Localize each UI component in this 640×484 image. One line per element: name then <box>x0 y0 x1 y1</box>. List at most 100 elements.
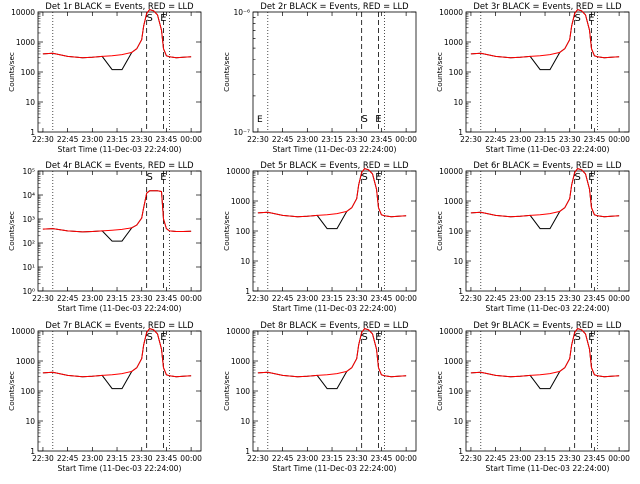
plot-frame <box>252 170 417 292</box>
y-tick-label: 10000 <box>439 167 463 176</box>
x-axis-label: Start Time (11-Dec-03 22:24:00) <box>58 145 182 154</box>
y-axis-label: Counts/sec <box>7 211 16 251</box>
lld-series-line <box>257 328 407 378</box>
x-tick-label: 22:30 <box>32 454 54 463</box>
x-tick-label: 23:45 <box>156 294 178 303</box>
marker-label: S <box>361 172 367 183</box>
marker-label: E <box>160 172 166 183</box>
y-tick-label: 10⁻⁷ <box>233 128 250 137</box>
events-series-line <box>470 9 620 71</box>
y-tick-label: 1 <box>458 447 463 456</box>
x-tick-label: 00:00 <box>180 454 202 463</box>
events-series-line <box>42 328 192 390</box>
panel-7: Det 7r BLACK = Events, RED = LLD 22:30 22:… <box>7 320 202 473</box>
x-tick-label: 23:00 <box>297 294 319 303</box>
y-tick-label: 1000 <box>231 357 250 366</box>
y-tick-label: 10000 <box>226 327 250 336</box>
lld-series-line <box>42 328 192 378</box>
marker-label: S <box>146 13 152 24</box>
x-tick-label: 23:45 <box>156 454 178 463</box>
x-tick-label: 22:30 <box>460 294 482 303</box>
y-tick-label: 10000 <box>11 327 35 336</box>
x-tick-label: 23:30 <box>559 294 581 303</box>
x-tick-label: 23:45 <box>371 135 393 144</box>
x-tick-label: 22:45 <box>272 294 294 303</box>
panel-4: Det 4r BLACK = Events, RED = LLD 22:30 22:… <box>7 160 202 313</box>
y-axis-label: Counts/sec <box>222 52 231 92</box>
marker-label: E <box>160 332 166 343</box>
y-tick-label: 100 <box>236 227 251 236</box>
x-tick-label: 23:45 <box>584 454 606 463</box>
lld-series-line <box>42 190 192 233</box>
x-tick-label: 23:15 <box>106 135 128 144</box>
plot-frame <box>252 11 417 133</box>
y-tick-label: 10¹ <box>22 263 35 272</box>
x-tick-label: 23:30 <box>346 454 368 463</box>
marker-label: E <box>375 172 381 183</box>
panel-title: Det 2r BLACK = Events, RED = LLD <box>260 1 408 11</box>
marker-label: S <box>574 172 580 183</box>
lld-series-line <box>42 9 192 59</box>
y-tick-label: 10000 <box>226 167 250 176</box>
y-tick-label: 100 <box>236 387 251 396</box>
panel-title: Det 3r BLACK = Events, RED = LLD <box>473 1 621 11</box>
panel-6: Det 6r BLACK = Events, RED = LLD 22:30 22:… <box>435 160 630 313</box>
events-series-line <box>257 168 407 230</box>
x-tick-label: 22:45 <box>485 294 507 303</box>
plot-frame <box>465 11 630 133</box>
panel-5: Det 5r BLACK = Events, RED = LLD 22:30 22:… <box>222 160 417 313</box>
marker-label: E <box>257 115 263 125</box>
y-tick-label: 1000 <box>444 197 463 206</box>
y-tick-label: 10³ <box>22 215 35 224</box>
x-tick-label: 23:00 <box>297 135 319 144</box>
y-tick-label: 10 <box>240 417 250 426</box>
x-tick-label: 23:00 <box>82 294 104 303</box>
x-tick-label: 23:45 <box>371 454 393 463</box>
events-series-line <box>470 328 620 390</box>
y-tick-label: 10⁵ <box>22 167 35 176</box>
marker-label: E <box>160 13 166 24</box>
x-tick-label: 23:15 <box>534 454 556 463</box>
x-tick-label: 22:45 <box>485 135 507 144</box>
x-axis-label: Start Time (11-Dec-03 22:24:00) <box>486 145 610 154</box>
plot-frame <box>252 330 417 452</box>
panel-title: Det 8r BLACK = Events, RED = LLD <box>260 320 408 330</box>
y-tick-label: 10⁴ <box>22 191 35 200</box>
x-tick-label: 23:00 <box>510 135 532 144</box>
x-tick-label: 00:00 <box>608 135 630 144</box>
y-tick-label: 10⁰ <box>22 287 35 296</box>
x-tick-label: 00:00 <box>608 294 630 303</box>
x-tick-label: 23:15 <box>106 454 128 463</box>
panel-3: Det 3r BLACK = Events, RED = LLD 22:30 22:… <box>435 1 630 154</box>
marker-label: S <box>146 332 152 343</box>
x-tick-label: 23:00 <box>82 454 104 463</box>
x-axis-label: Start Time (11-Dec-03 22:24:00) <box>486 464 610 473</box>
marker-label: S <box>574 13 580 24</box>
y-tick-label: 1 <box>458 287 463 296</box>
y-tick-label: 10 <box>453 257 463 266</box>
y-axis-label: Counts/sec <box>435 211 444 251</box>
marker-label: S <box>574 332 580 343</box>
y-tick-label: 1 <box>30 128 35 137</box>
marker-label: S <box>146 172 152 183</box>
y-tick-label: 1 <box>458 128 463 137</box>
y-tick-label: 1000 <box>444 38 463 47</box>
x-tick-label: 22:30 <box>460 454 482 463</box>
y-tick-label: 1 <box>30 447 35 456</box>
x-tick-label: 23:00 <box>297 454 319 463</box>
y-tick-label: 1 <box>245 447 250 456</box>
panel-title: Det 5r BLACK = Events, RED = LLD <box>260 160 408 170</box>
marker-label: E <box>375 114 381 125</box>
marker-label: E <box>588 172 594 183</box>
plot-frame <box>465 170 630 292</box>
plot-frame <box>37 170 202 292</box>
x-axis-label: Start Time (11-Dec-03 22:24:00) <box>273 145 397 154</box>
x-axis-label: Start Time (11-Dec-03 22:24:00) <box>273 464 397 473</box>
panel-2: Det 2r BLACK = Events, RED = LLD 22:30 22:… <box>222 1 417 154</box>
lld-series-line <box>470 328 620 378</box>
x-tick-label: 23:00 <box>82 135 104 144</box>
marker-label: E <box>588 332 594 343</box>
marker-label: S <box>361 114 367 125</box>
y-tick-label: 1000 <box>16 357 35 366</box>
